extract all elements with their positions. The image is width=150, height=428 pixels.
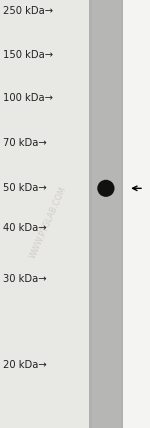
Ellipse shape — [97, 180, 115, 197]
Text: 40 kDa→: 40 kDa→ — [3, 223, 47, 233]
Bar — [0, 0, 89, 428]
Text: 250 kDa→: 250 kDa→ — [3, 6, 53, 16]
Text: 70 kDa→: 70 kDa→ — [3, 138, 47, 149]
Text: 30 kDa→: 30 kDa→ — [3, 274, 47, 285]
Bar — [123, 0, 150, 428]
Bar — [92, 0, 121, 428]
Text: 50 kDa→: 50 kDa→ — [3, 183, 47, 193]
Text: WWW.PTGLAB.COM: WWW.PTGLAB.COM — [28, 185, 68, 260]
Bar — [89, 0, 123, 428]
Text: 150 kDa→: 150 kDa→ — [3, 50, 53, 60]
Text: 20 kDa→: 20 kDa→ — [3, 360, 47, 370]
Text: 100 kDa→: 100 kDa→ — [3, 93, 53, 104]
